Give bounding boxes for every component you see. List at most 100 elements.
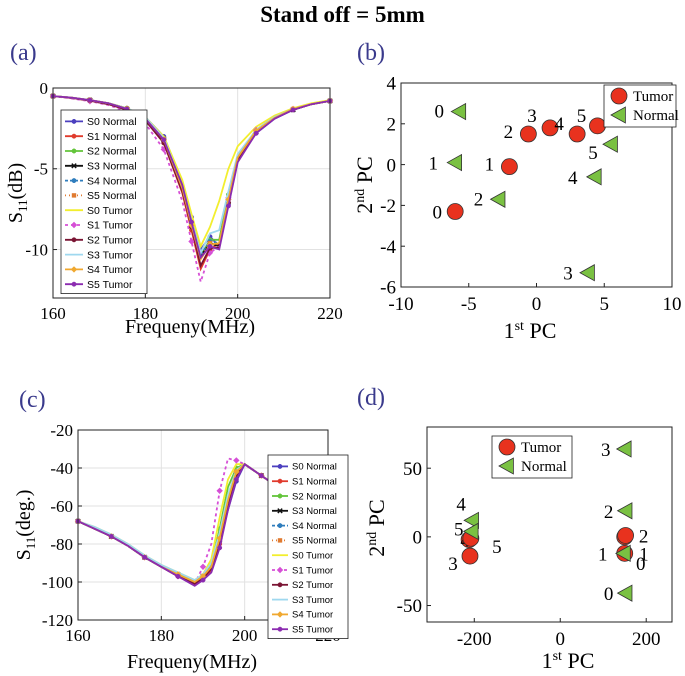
legend-label: S0 Tumor (87, 205, 133, 217)
y-tick-label: -6 (380, 278, 396, 299)
svg-text:2nd PC: 2nd PC (364, 499, 389, 556)
x-axis-title-a: Frequeny(MHz) (125, 316, 255, 338)
x-tick-label: 200 (232, 626, 258, 645)
panel-label-b: (b) (357, 40, 385, 66)
tumor-point-0 (446, 203, 464, 220)
y-axis-title-main: S (13, 549, 35, 560)
legend-marker (71, 193, 77, 198)
point-label: 1 (598, 544, 608, 565)
legend-marker (277, 582, 283, 588)
normal-point-5 (602, 135, 618, 153)
tumor-point-4 (568, 125, 586, 143)
normal-point-1 (615, 544, 631, 563)
legend-marker (498, 438, 516, 456)
y-tick-label: 4 (387, 74, 397, 95)
legend-marker (71, 163, 77, 169)
series-line-s5-tumor (52, 95, 331, 260)
x-tick-label: 0 (555, 629, 565, 650)
data-point (207, 243, 213, 249)
legend: S0 Normal S1 Normal S2 Normal S3 Normal S4 N… (267, 454, 349, 640)
data-point (200, 577, 206, 583)
y-axis-title-main: 2 (352, 203, 377, 214)
data-point (233, 476, 239, 482)
y-tick-label: 50 (403, 459, 422, 480)
y-tick-label: 2 (387, 114, 397, 135)
svg-text:S11(deg.): S11(deg.) (13, 490, 38, 561)
legend-label: S4 Tumor (87, 264, 133, 276)
y-tick-label: -20 (50, 421, 73, 440)
data-point (189, 219, 194, 225)
data-point (108, 533, 114, 539)
point-label: 5 (588, 143, 598, 164)
legend-label: S1 Tumor (292, 565, 333, 576)
y-axis-title-rest: (deg.) (13, 490, 35, 537)
data-point (175, 573, 181, 579)
legend-marker (71, 118, 77, 124)
legend-label: S3 Tumor (292, 595, 333, 606)
legend-box (267, 454, 349, 640)
y-axis-title-main: 2 (364, 546, 389, 557)
normal-point-1 (446, 153, 463, 172)
tumor-point-3 (541, 119, 559, 137)
point-label: 0 (636, 554, 646, 575)
panel-label-c: (c) (19, 387, 46, 413)
normal-point-2 (489, 190, 506, 208)
legend-marker (71, 148, 77, 154)
data-point (290, 107, 296, 113)
data-point (199, 563, 207, 570)
y-axis-title-main: S (5, 212, 27, 223)
point-label: 4 (554, 114, 564, 135)
legend-marker (277, 626, 283, 632)
point-label: 1 (639, 544, 649, 565)
point-label: 3 (448, 554, 458, 575)
data-point (217, 545, 223, 551)
data-point (233, 457, 240, 464)
point-label: 4 (568, 168, 578, 189)
legend-label: S1 Tumor (87, 220, 133, 232)
legend: Tumor Normal (491, 435, 573, 479)
data-point (216, 487, 223, 494)
y-tick-label: -50 (397, 596, 422, 617)
data-point (161, 137, 167, 143)
legend-marker (276, 611, 284, 618)
y-axis-title-a: S11(dB) (5, 163, 30, 223)
point-label: 0 (432, 203, 442, 224)
normal-point-5 (462, 522, 479, 541)
normal-point-4 (463, 511, 479, 530)
legend-marker (71, 133, 77, 139)
y-axis-title-c: S11(deg.) (13, 490, 38, 561)
x-tick-label: 180 (133, 304, 159, 323)
y-axis-title-rest: (dB) (5, 163, 27, 200)
legend-label: S2 Tumor (87, 234, 133, 246)
x-axis-title-main: 1 (504, 318, 515, 343)
legend-label: S1 Normal (87, 131, 137, 143)
legend-marker (71, 281, 77, 287)
data-point (142, 554, 148, 560)
legend-label: S2 Tumor (292, 580, 333, 591)
y-tick-label: -100 (42, 573, 73, 592)
legend-label: S5 Tumor (87, 279, 133, 291)
legend-label: Tumor (633, 89, 673, 105)
plot-frame (400, 82, 673, 288)
y-tick-label: 0 (387, 155, 397, 176)
point-label: 3 (527, 106, 537, 127)
point-label: 3 (563, 264, 573, 285)
data-point (87, 97, 93, 103)
y-axis-title-sup: nd (353, 189, 368, 203)
point-label: 5 (454, 519, 464, 540)
y-tick-label: -120 (42, 611, 73, 630)
x-tick-label: 5 (600, 294, 610, 315)
y-axis-title-sub: 11 (23, 537, 38, 550)
legend-label: S2 Normal (87, 146, 137, 158)
legend-label: S3 Normal (292, 506, 337, 517)
tumor-point-2 (519, 125, 537, 143)
point-label: 2 (474, 189, 484, 210)
tumor-point-3 (461, 547, 479, 565)
point-label: 2 (639, 526, 649, 547)
data-point (188, 238, 195, 245)
